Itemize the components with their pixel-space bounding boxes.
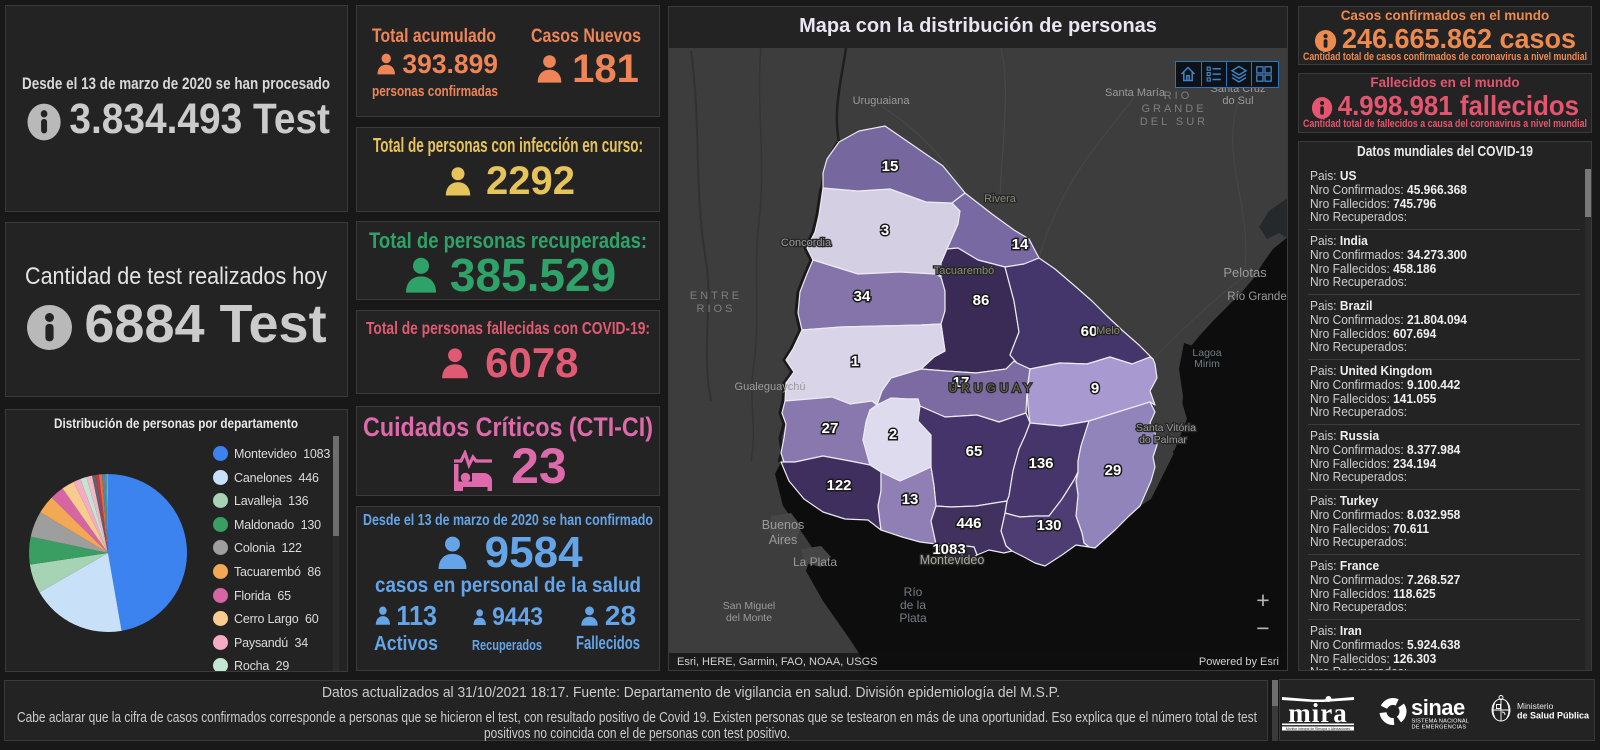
svg-text:Concordia: Concordia	[781, 237, 832, 249]
svg-text:Río: Río	[904, 585, 923, 599]
svg-text:1: 1	[851, 353, 859, 370]
svg-text:60: 60	[1081, 323, 1098, 340]
svg-text:de la: de la	[900, 598, 926, 612]
svg-text:122: 122	[826, 477, 851, 494]
svg-text:446: 446	[956, 515, 981, 532]
svg-text:86: 86	[973, 292, 990, 309]
svg-text:3: 3	[881, 222, 889, 239]
svg-text:URUGUAY: URUGUAY	[948, 381, 1035, 395]
svg-text:9: 9	[1091, 380, 1099, 397]
svg-text:Mirim: Mirim	[1194, 358, 1220, 370]
svg-text:14: 14	[1012, 236, 1029, 253]
svg-text:do Palmar: do Palmar	[1139, 434, 1187, 446]
svg-text:DEL SUR: DEL SUR	[1140, 116, 1208, 128]
svg-text:Tacuarembó: Tacuarembó	[934, 265, 995, 277]
svg-text:Río Grande: Río Grande	[1227, 291, 1286, 303]
svg-text:Rivera: Rivera	[984, 193, 1017, 205]
svg-text:Gualeguaychú: Gualeguaychú	[735, 381, 806, 393]
svg-text:2: 2	[889, 426, 897, 443]
svg-text:Buenos: Buenos	[762, 518, 804, 532]
svg-text:136: 136	[1028, 455, 1053, 472]
svg-text:GRANDE: GRANDE	[1141, 103, 1206, 115]
svg-text:15: 15	[882, 158, 899, 175]
svg-text:Lagoa: Lagoa	[1192, 347, 1221, 359]
svg-text:San Miguel: San Miguel	[723, 600, 776, 612]
svg-text:Montevideo: Montevideo	[920, 553, 985, 567]
svg-text:Uruguaiana: Uruguaiana	[853, 95, 911, 107]
svg-text:RIO: RIO	[1164, 90, 1193, 102]
svg-text:Santa Vitória: Santa Vitória	[1136, 422, 1196, 434]
svg-text:del Monte: del Monte	[726, 612, 772, 624]
svg-text:do Sul: do Sul	[1222, 95, 1253, 107]
svg-text:29: 29	[1105, 462, 1122, 479]
svg-text:ENTRE: ENTRE	[690, 290, 742, 302]
svg-text:DE EMERGENCIAS: DE EMERGENCIAS	[1412, 725, 1467, 731]
svg-text:Pelotas: Pelotas	[1223, 265, 1267, 280]
svg-text:Aires: Aires	[769, 533, 797, 547]
svg-text:1083: 1083	[932, 541, 965, 558]
svg-text:Plata: Plata	[899, 611, 927, 625]
svg-text:de Salud Pública: de Salud Pública	[1517, 711, 1590, 721]
svg-text:La Plata: La Plata	[793, 555, 837, 569]
svg-text:Monitor Integral de Riesgos y: Monitor Integral de Riesgos y Afectacion…	[1286, 727, 1351, 731]
svg-text:13: 13	[902, 491, 919, 508]
svg-text:mira: mira	[1288, 698, 1347, 728]
svg-text:27: 27	[822, 420, 839, 437]
svg-text:17: 17	[953, 374, 970, 391]
svg-text:65: 65	[966, 443, 983, 460]
svg-text:Ministerio: Ministerio	[1517, 701, 1554, 711]
svg-text:RIOS: RIOS	[697, 303, 736, 315]
svg-text:Melo: Melo	[1096, 325, 1120, 337]
svg-text:34: 34	[854, 288, 871, 305]
svg-text:Santa María: Santa María	[1105, 87, 1166, 99]
svg-text:SISTEMA NACIONAL: SISTEMA NACIONAL	[1412, 719, 1470, 725]
svg-text:sinae: sinae	[1411, 696, 1465, 720]
svg-text:130: 130	[1036, 517, 1061, 534]
